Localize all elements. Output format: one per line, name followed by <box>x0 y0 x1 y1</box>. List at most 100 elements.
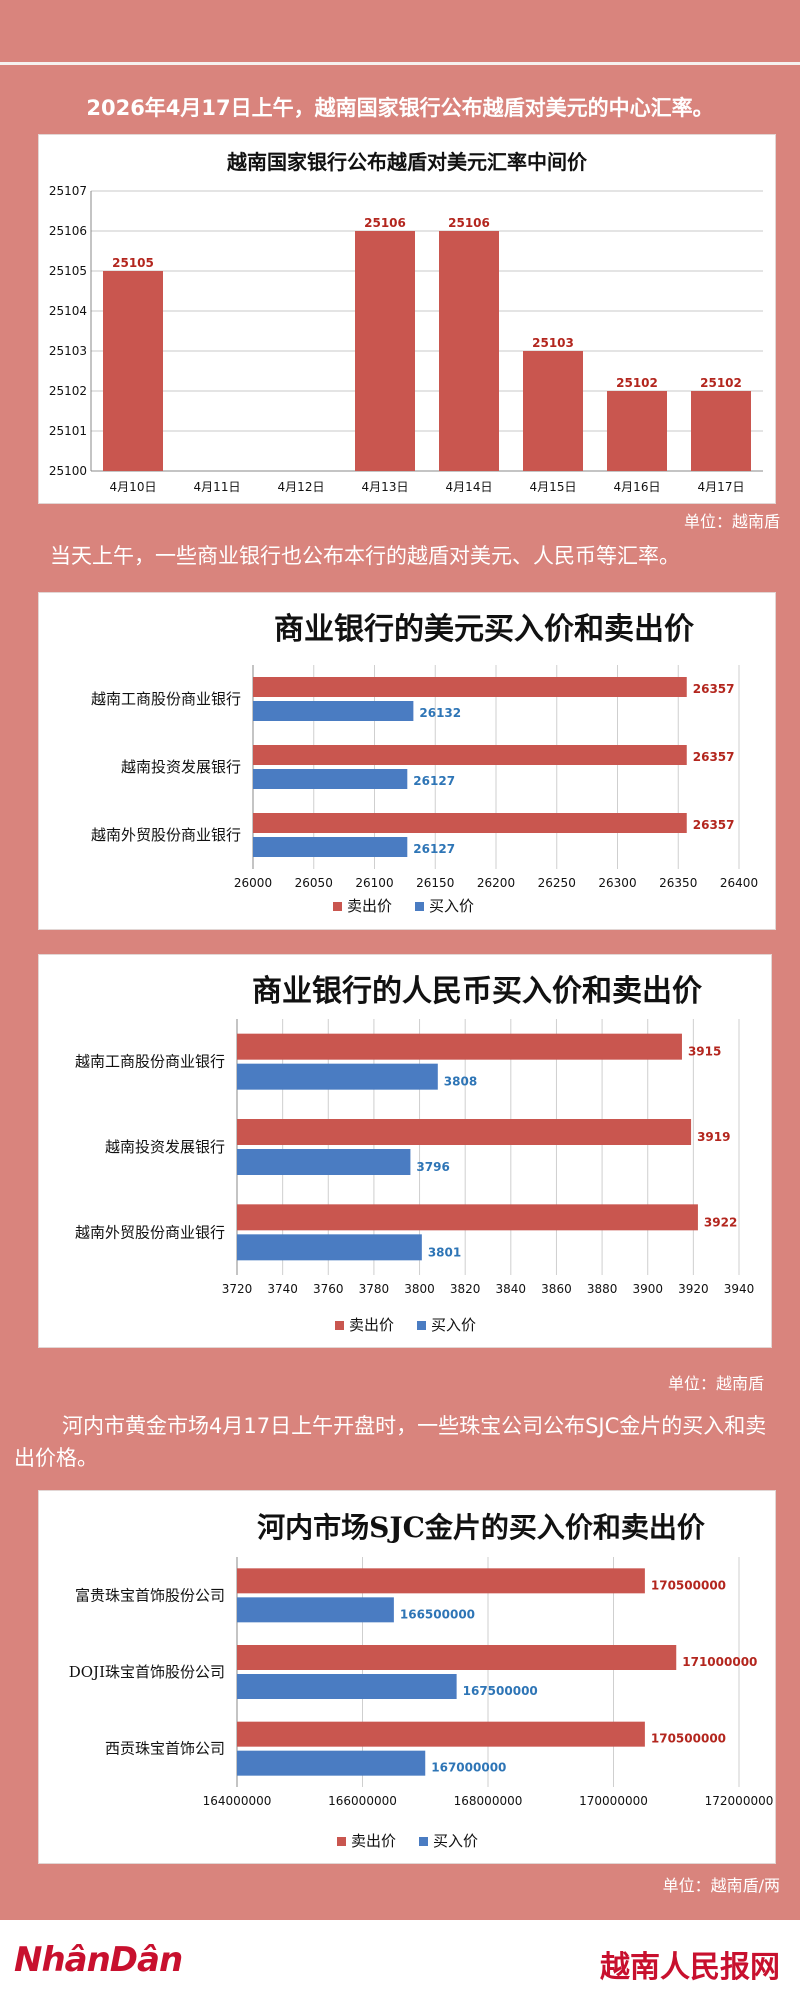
legend-swatch-buy <box>417 1321 426 1330</box>
x-tick-label: 3880 <box>587 1282 618 1296</box>
data-label-sell: 3922 <box>704 1215 737 1229</box>
y-tick-label: 25107 <box>49 184 87 198</box>
x-tick-label: 4月14日 <box>446 480 493 494</box>
chart-panel-usd: 商业银行的美元买入价和卖出价 26000 26050 26100 26150 26200 2… <box>38 592 776 930</box>
data-label-buy: 26127 <box>413 842 455 856</box>
bar <box>523 351 583 471</box>
unit-label-1: 单位：越南盾 <box>683 512 780 531</box>
bar-sell <box>237 1568 645 1594</box>
x-tick-label: 4月12日 <box>278 480 325 494</box>
x-tick-label: 3780 <box>359 1282 390 1296</box>
top-banner <box>0 0 800 60</box>
bar-sell <box>237 1645 677 1670</box>
bar-buy <box>237 1234 422 1261</box>
data-label: 25106 <box>364 216 406 230</box>
x-tick-label: 170000000 <box>579 1794 648 1808</box>
y-tick-label: 25102 <box>49 384 87 398</box>
unit-label-2: 单位：越南盾 <box>667 1374 764 1393</box>
bar-buy <box>237 1597 394 1623</box>
site-name-logo[interactable]: 越南人民报网 <box>600 1950 780 1985</box>
data-label-sell: 171000000 <box>682 1655 757 1669</box>
x-tick-label: 26200 <box>477 876 515 890</box>
data-label-sell: 3915 <box>688 1045 721 1059</box>
legend-label-buy: 买入价 <box>431 1316 476 1334</box>
y-tick-label: 25105 <box>49 264 87 278</box>
y-tick-label: 25101 <box>49 424 87 438</box>
bar-buy <box>237 1063 438 1090</box>
bar-buy <box>253 837 408 857</box>
legend-swatch-buy <box>415 902 424 911</box>
bar-sell <box>253 813 687 833</box>
unit-label-3: 单位：越南盾/两 <box>662 1876 780 1895</box>
category-label: 越南投资发展银行 <box>105 1138 225 1156</box>
bar <box>607 391 667 471</box>
footer-bar: NhânDân 越南人民报网 <box>0 1920 800 2000</box>
nhandan-logo[interactable]: NhânDân <box>14 1940 183 1980</box>
x-tick-label: 164000000 <box>203 1794 272 1808</box>
x-tick-label: 3920 <box>678 1282 709 1296</box>
data-label-sell: 26357 <box>693 682 735 696</box>
data-label-buy: 3808 <box>444 1075 477 1089</box>
legend-label-buy: 买入价 <box>433 1832 478 1850</box>
legend-label-buy: 买入价 <box>429 897 474 915</box>
bar-sell <box>253 745 687 765</box>
x-tick-label: 26050 <box>295 876 333 890</box>
category-label: 越南工商股份商业银行 <box>75 1053 225 1071</box>
bar-buy <box>237 1750 426 1776</box>
x-tick-label: 4月10日 <box>110 480 157 494</box>
x-tick-label: 172000000 <box>705 1794 774 1808</box>
x-tick-label: 3820 <box>450 1282 481 1296</box>
data-label: 25103 <box>532 336 574 350</box>
bar-sell <box>237 1119 692 1145</box>
bar-sell <box>237 1721 645 1747</box>
category-label: 越南外贸股份商业银行 <box>91 826 241 844</box>
chart-title: 河内市场SJC金片的买入价和卖出价 <box>257 1511 706 1544</box>
legend-swatch-sell <box>333 902 342 911</box>
category-label: 越南外贸股份商业银行 <box>75 1223 225 1241</box>
data-label-buy: 26127 <box>413 774 455 788</box>
data-label-buy: 166500000 <box>400 1607 475 1621</box>
bar-sell <box>237 1033 682 1060</box>
chart-panel-cny: 商业银行的人民币买入价和卖出价 3720 3740 3760 3780 3800 3820 3… <box>38 954 772 1348</box>
x-tick-label: 3720 <box>222 1282 253 1296</box>
x-tick-label: 4月16日 <box>614 480 661 494</box>
data-label-sell: 170500000 <box>651 1578 726 1592</box>
y-tick-label: 25100 <box>49 464 87 478</box>
legend-swatch-sell <box>335 1321 344 1330</box>
legend-swatch-sell <box>337 1837 346 1846</box>
x-tick-label: 3940 <box>724 1282 755 1296</box>
chart-title: 商业银行的美元买入价和卖出价 <box>274 612 694 647</box>
data-label-sell: 26357 <box>693 818 735 832</box>
x-tick-label: 3740 <box>267 1282 298 1296</box>
category-label: 西贡珠宝首饰公司 <box>105 1740 225 1758</box>
chart-panel-gold: 河内市场SJC金片的买入价和卖出价 164000000 166000000 16800… <box>38 1490 776 1864</box>
chart-panel-central-rate: 越南国家银行公布越盾对美元汇率中间价 25100 25101 25102 25103 25… <box>38 134 776 504</box>
x-tick-label: 3760 <box>313 1282 344 1296</box>
data-label-sell: 170500000 <box>651 1732 726 1746</box>
intro-central-rate: 2026年4月17日上午，越南国家银行公布越盾对美元的中心汇率。 <box>86 96 714 120</box>
data-label: 25106 <box>448 216 490 230</box>
data-label: 25102 <box>700 376 742 390</box>
y-tick-label: 25103 <box>49 344 87 358</box>
x-tick-label: 4月15日 <box>530 480 577 494</box>
x-tick-label: 3860 <box>541 1282 572 1296</box>
legend-label-sell: 卖出价 <box>349 1316 394 1334</box>
data-label-buy: 3801 <box>428 1245 461 1259</box>
category-label: 富贵珠宝首饰股份公司 <box>75 1586 225 1604</box>
x-tick-label: 26400 <box>720 876 758 890</box>
data-label-buy: 167000000 <box>431 1761 506 1775</box>
x-tick-label: 26100 <box>355 876 393 890</box>
x-tick-label: 26150 <box>416 876 454 890</box>
x-tick-label: 3840 <box>496 1282 527 1296</box>
gold-price-chart: 河内市场SJC金片的买入价和卖出价 164000000 166000000 16800… <box>69 1511 774 1850</box>
bar <box>439 231 499 471</box>
top-divider <box>0 62 800 65</box>
category-label: 越南投资发展银行 <box>121 758 241 776</box>
chart-title: 商业银行的人民币买入价和卖出价 <box>252 974 702 1009</box>
x-tick-label: 26300 <box>598 876 636 890</box>
category-label: 越南工商股份商业银行 <box>91 690 241 708</box>
category-label: DOJI珠宝首饰股份公司 <box>69 1663 225 1681</box>
chart-title: 越南国家银行公布越盾对美元汇率中间价 <box>226 150 588 174</box>
bar-buy <box>237 1149 411 1175</box>
x-tick-label: 4月17日 <box>698 480 745 494</box>
